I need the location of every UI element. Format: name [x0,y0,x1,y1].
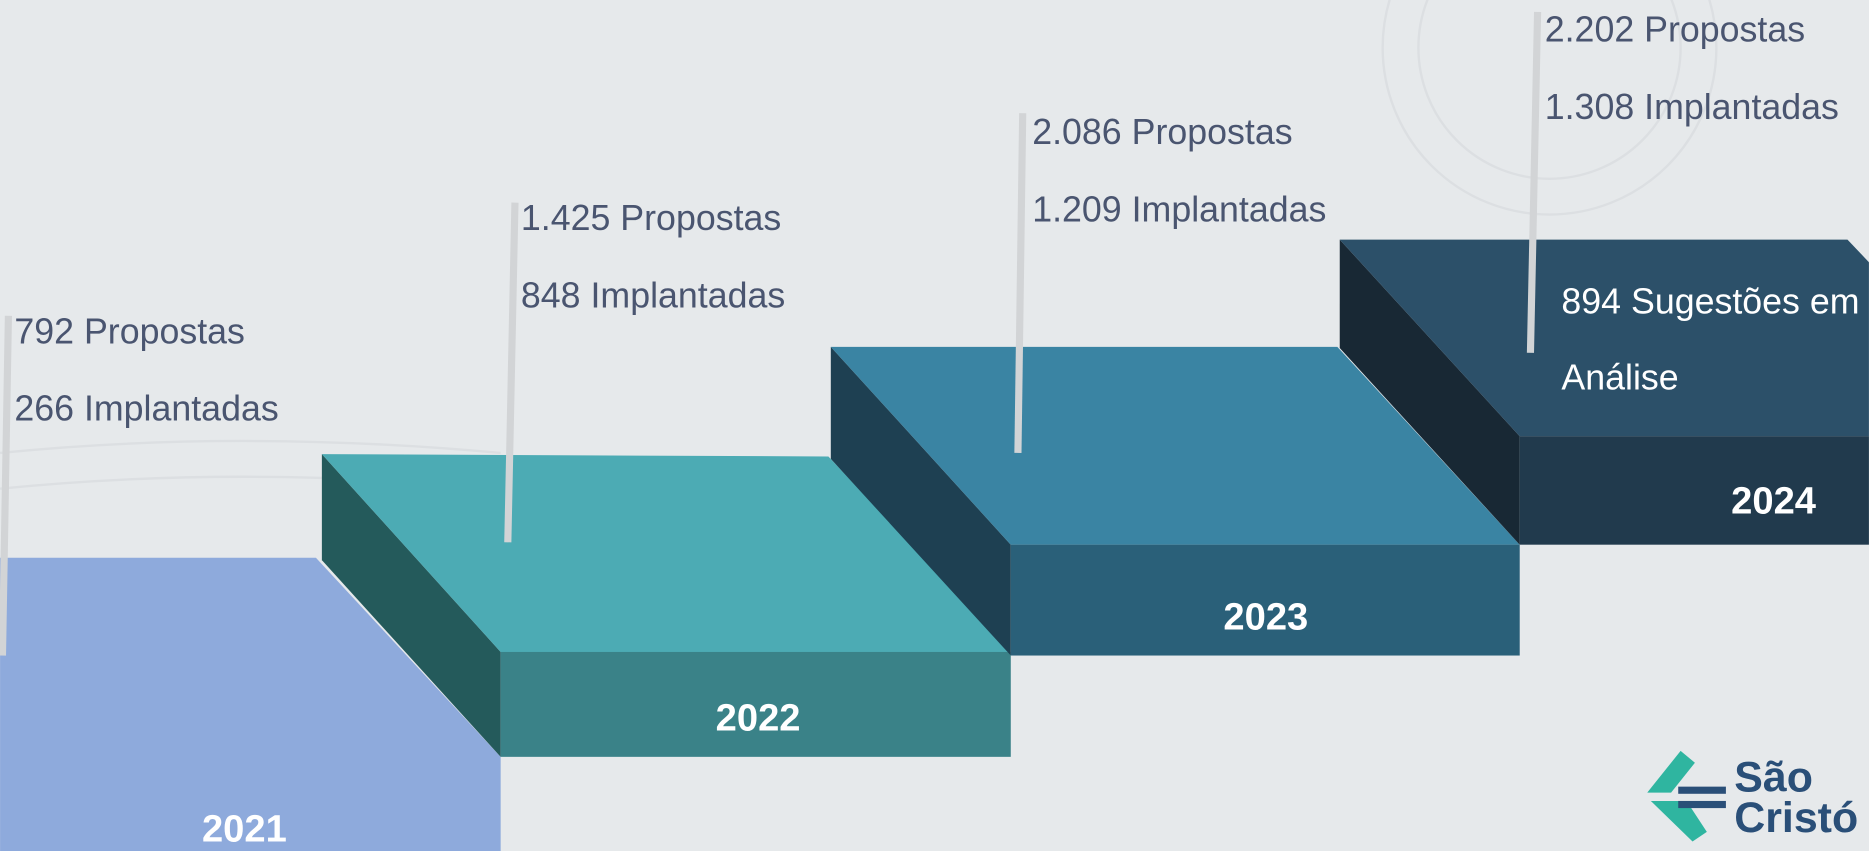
pole [0,315,12,656]
step-year: 2022 [716,697,801,740]
step-text: 1.209 Implantadas [1032,190,1326,230]
logo: São Cristó [1647,750,1858,842]
step-front [0,557,501,851]
step-text: 1.425 Propostas [521,198,781,238]
logo-text: São [1734,753,1813,801]
step-text: 2.202 Propostas [1545,10,1805,50]
step-front [500,651,1011,757]
step-year: 2024 [1731,480,1816,523]
logo-text: Cristó [1734,794,1858,842]
pole [504,202,519,543]
logo-icon [1650,800,1707,842]
step-text: 1.308 Implantadas [1545,87,1839,127]
step-top [830,346,1520,545]
step-side [1339,239,1520,545]
logo-icon [1647,750,1695,793]
step-text: 2.086 Propostas [1032,112,1292,152]
step-note: 894 Sugestões em [1561,281,1859,321]
step-side [321,454,501,757]
step-top [1339,239,1869,437]
logo-icon [1678,800,1726,809]
step-text: 266 Implantadas [14,389,278,429]
step-front [1519,436,1869,545]
pole [1526,11,1542,353]
step-year: 2021 [202,807,287,850]
step-front [1010,544,1520,656]
step-text: 848 Implantadas [521,276,785,316]
logo-icon [1678,786,1726,794]
step-note: Análise [1561,358,1678,398]
step-year: 2023 [1223,595,1308,638]
pole [1014,113,1027,453]
step-top [321,454,1011,652]
step-text: 792 Propostas [14,311,245,351]
step-side [830,346,1011,656]
